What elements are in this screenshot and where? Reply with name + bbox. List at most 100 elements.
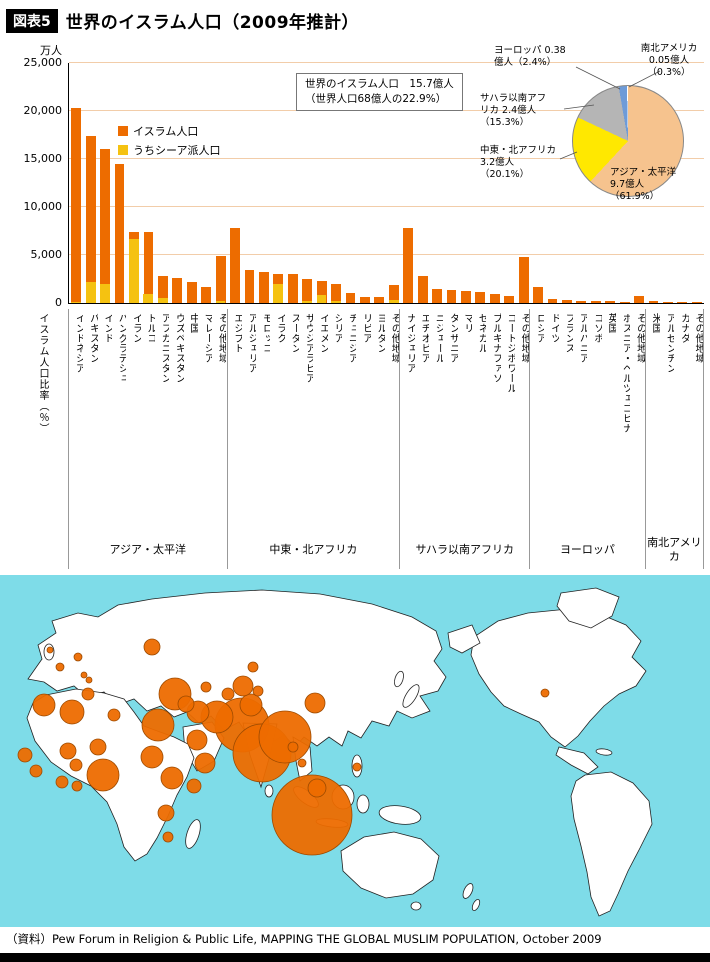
muslim-population-bar xyxy=(691,302,702,303)
country-label: コソボ xyxy=(591,313,602,343)
population-bubble xyxy=(69,758,83,772)
population-bubble xyxy=(46,646,54,654)
shia-population-bar xyxy=(215,301,226,303)
y-tick-label: 20,000 xyxy=(23,104,63,117)
country-label: ナイジェリア xyxy=(404,313,415,373)
muslim-population-bar xyxy=(360,297,370,303)
population-bubble xyxy=(194,752,216,774)
bar-slot xyxy=(242,63,256,303)
country-label: コートジボワール xyxy=(504,313,515,393)
land-new-zealand-north xyxy=(462,883,474,899)
land-alaska xyxy=(447,624,481,654)
label-group-3: ロシア ドイツ フランス アルバニア コソボ 英国 ボスニア・ヘルツェゴビナ その他地域 xyxy=(530,309,646,531)
shia-population-bar xyxy=(129,239,139,303)
muslim-population-bar xyxy=(634,296,645,303)
header: 図表5 世界のイスラム人口（2009年推計） xyxy=(0,0,710,35)
bar-slot xyxy=(545,63,559,303)
country-label: アフガニスタン xyxy=(159,313,170,383)
population-bubble xyxy=(297,758,307,768)
population-bubble xyxy=(352,762,362,772)
muslim-population-bar xyxy=(287,274,298,303)
country-label: アルゼンチン xyxy=(664,313,675,373)
bar-slot xyxy=(199,63,213,303)
bar-group-0 xyxy=(69,63,228,303)
bar-slot xyxy=(329,63,343,303)
muslim-population-bar xyxy=(331,284,341,303)
country-label: シリア xyxy=(332,313,342,343)
legend-label: イスラム人口 xyxy=(133,125,199,138)
muslim-population-bar xyxy=(663,302,673,303)
country-label: エジプト xyxy=(231,313,242,353)
region-label: 南北アメリカ xyxy=(646,531,704,569)
figure-number-tag: 図表5 xyxy=(6,8,58,33)
land-australia xyxy=(340,831,440,899)
bar-slot xyxy=(127,63,141,303)
population-bubble xyxy=(71,780,83,792)
population-bubble xyxy=(162,831,174,843)
muslim-population-bar xyxy=(619,302,630,303)
label-group-2: ナイジェリア エチオピア ニジェール タンザニア マリ セネガル ブルキナファソ コートジボワ… xyxy=(400,309,531,531)
country-label: その他地域 xyxy=(519,313,530,363)
country-label: 中国 xyxy=(187,313,198,333)
country-label: スーダン xyxy=(289,313,300,353)
country-label: ヨルダン xyxy=(374,313,385,353)
population-bubble xyxy=(80,671,88,679)
muslim-color-swatch-icon xyxy=(118,126,128,136)
gridline xyxy=(69,206,704,207)
bar-slot xyxy=(473,63,487,303)
bar-slot xyxy=(358,63,372,303)
bar-slot xyxy=(170,63,184,303)
legend-item-shia: うちシーア派人口 xyxy=(118,142,221,158)
country-label: マリ xyxy=(461,313,472,333)
pie-label-asia-pacific: アジア・太平洋 9.7億人 （61.9%） xyxy=(610,167,677,202)
country-label: ブルキナファソ xyxy=(490,313,501,383)
country-label: モロッコ xyxy=(260,313,271,353)
y-tick-label: 25,000 xyxy=(23,56,63,69)
muslim-population-bar xyxy=(114,164,125,303)
land-eurasia xyxy=(27,589,447,748)
world-total-annotation: 世界のイスラム人口 15.7億人 （世界人口68億人の22.9%） xyxy=(296,73,463,112)
muslim-population-bar xyxy=(143,232,154,303)
shia-population-bar xyxy=(331,301,341,303)
muslim-population-bar xyxy=(157,276,168,303)
shia-population-bar xyxy=(71,302,82,303)
population-bubble xyxy=(140,745,164,769)
population-bubble xyxy=(73,652,83,662)
gridline xyxy=(69,62,704,63)
muslim-population-bar xyxy=(172,278,183,303)
x-axis-labels: イスラム人口比率（％） インドネシア パキスタン インド バングラデシュ イラン トルコア… xyxy=(37,309,704,569)
shia-population-bar xyxy=(100,284,110,303)
country-label: イラン xyxy=(130,313,141,343)
muslim-population-bar xyxy=(230,228,240,303)
muslim-population-bar xyxy=(316,281,327,303)
muslim-population-bar xyxy=(85,136,96,303)
muslim-population-bar xyxy=(374,297,385,303)
shia-population-bar xyxy=(316,295,327,303)
shia-population-bar xyxy=(302,301,313,303)
population-bubble xyxy=(258,710,312,764)
population-bubble xyxy=(89,738,107,756)
y-tick-label: 0 xyxy=(55,296,62,309)
bar-slot xyxy=(646,63,660,303)
shia-population-bar xyxy=(157,298,168,303)
land-new-guinea xyxy=(378,805,422,825)
muslim-population-bar xyxy=(648,301,659,303)
population-bubble xyxy=(143,638,161,656)
population-bubble xyxy=(81,687,95,701)
region-label: アジア・太平洋 xyxy=(68,531,228,569)
bar-slot xyxy=(690,63,704,303)
country-label: ニジェール xyxy=(433,313,444,363)
region-label: サハラ以南アフリカ xyxy=(400,531,531,569)
bar-slot xyxy=(459,63,473,303)
country-label: その他地域 xyxy=(216,313,227,363)
muslim-population-bar xyxy=(576,301,587,303)
country-label: 英国 xyxy=(606,313,617,333)
gridline xyxy=(69,158,704,159)
population-bubble xyxy=(29,764,43,778)
population-bubble xyxy=(107,708,121,722)
land-central-america xyxy=(555,746,599,775)
muslim-population-bar xyxy=(186,282,197,303)
country-label: イエメン xyxy=(317,313,328,353)
bar-slot xyxy=(589,63,603,303)
population-bubble xyxy=(232,675,254,697)
